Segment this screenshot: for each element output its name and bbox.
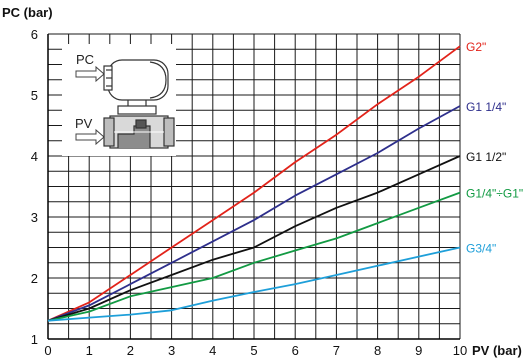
x-tick-label: 2 bbox=[127, 343, 134, 358]
y-axis-title: PC (bar) bbox=[2, 5, 53, 20]
series-line-0 bbox=[47, 45, 461, 322]
x-tick-label: 5 bbox=[250, 343, 257, 358]
y-tick-label: 6 bbox=[31, 27, 38, 42]
valve-inset: PC PV bbox=[62, 44, 176, 156]
series-label-2: G1 1/2" bbox=[466, 150, 506, 164]
inset-pv-label: PV bbox=[75, 116, 93, 131]
series-label-0: G2" bbox=[466, 40, 486, 54]
pc-arrow-icon bbox=[75, 65, 105, 83]
x-tick-label: 4 bbox=[209, 343, 216, 358]
valve-body-icon bbox=[103, 115, 175, 149]
x-tick-label: 6 bbox=[292, 343, 299, 358]
series-label-3: G1/4"÷G1" bbox=[466, 187, 523, 201]
pv-arrow-icon bbox=[75, 128, 105, 146]
x-tick-label: 9 bbox=[415, 343, 422, 358]
series-label-1: G1 1/4" bbox=[466, 100, 506, 114]
x-tick-label: 7 bbox=[333, 343, 340, 358]
series-line-1 bbox=[47, 105, 461, 322]
axes bbox=[47, 34, 460, 340]
series-line-2 bbox=[47, 155, 461, 322]
y-tick-label: 4 bbox=[31, 149, 38, 164]
x-tick-label: 1 bbox=[86, 343, 93, 358]
x-axis-title: PV (bar) bbox=[472, 343, 522, 358]
series-label-4: G3/4" bbox=[466, 242, 496, 256]
x-tick-label: 0 bbox=[44, 343, 51, 358]
actuator-icon bbox=[103, 59, 169, 115]
x-tick-label: 8 bbox=[374, 343, 381, 358]
y-tick-label: 3 bbox=[31, 210, 38, 225]
series-line-4 bbox=[47, 246, 461, 322]
y-tick-label: 5 bbox=[31, 88, 38, 103]
series-lines bbox=[47, 45, 461, 322]
y-tick-label: 2 bbox=[31, 271, 38, 286]
x-tick-label: 10 bbox=[453, 343, 467, 358]
x-tick-label: 3 bbox=[168, 343, 175, 358]
y-tick-label: 1 bbox=[31, 332, 38, 347]
series-labels: G2" G1 1/4" G1 1/2" G1/4"÷G1" G3/4" bbox=[466, 40, 523, 255]
series-line-3 bbox=[47, 191, 461, 322]
inset-pc-label: PC bbox=[76, 52, 94, 67]
